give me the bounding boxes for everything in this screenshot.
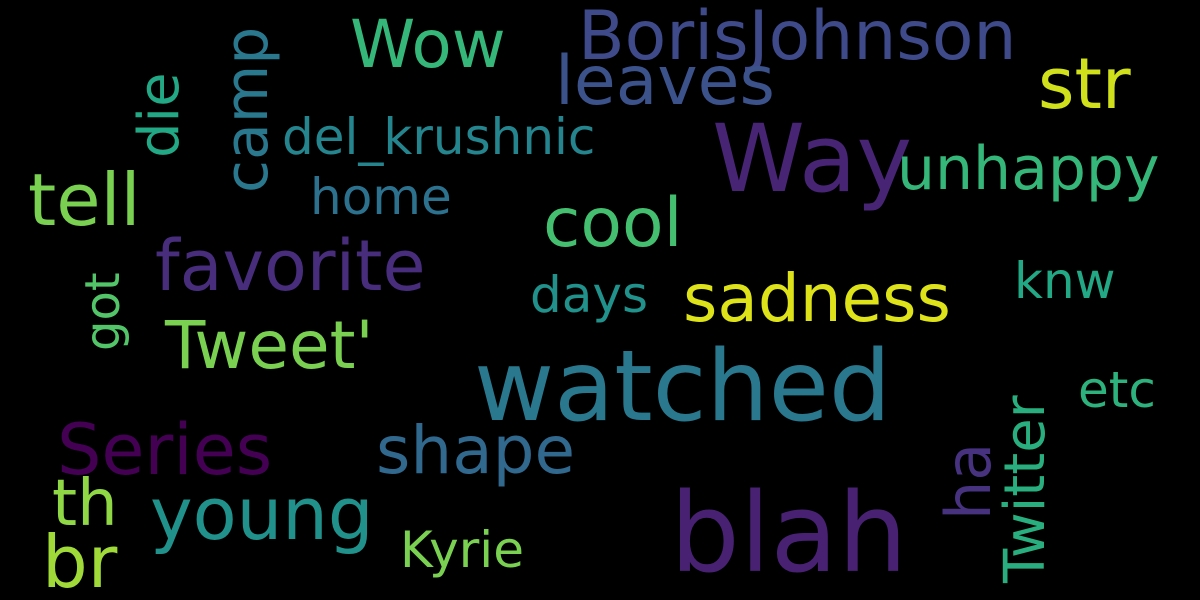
word-young: young: [150, 472, 374, 556]
word-blah: blah: [670, 469, 908, 597]
word-shape: shape: [376, 412, 576, 489]
word-camp: camp: [212, 26, 282, 193]
word-tweet: Tweet': [165, 307, 374, 384]
word-way: Way: [712, 105, 913, 214]
word-twitter: Twitter: [993, 395, 1058, 583]
word-series: Series: [57, 409, 273, 491]
word-str: str: [1038, 43, 1131, 125]
word-unhappy: unhappy: [897, 134, 1160, 204]
word-br: br: [42, 520, 118, 600]
word-favorite: favorite: [155, 225, 426, 307]
word-knw: knw: [1014, 252, 1116, 310]
word-days: days: [530, 266, 649, 324]
word-del-krushnic: del_krushnic: [282, 108, 596, 166]
word-cool: cool: [543, 184, 683, 263]
word-ha: ha: [932, 442, 1005, 520]
word-tell: tell: [28, 158, 141, 242]
word-borisjohnson: BorisJohnson: [578, 0, 1017, 76]
word-etc: etc: [1078, 361, 1156, 419]
word-leaves: leaves: [555, 42, 775, 121]
word-watched: watched: [474, 330, 892, 444]
word-die: die: [127, 72, 192, 158]
word-wow: Wow: [350, 6, 506, 83]
word-sadness: sadness: [683, 260, 951, 337]
word-kyrie: Kyrie: [400, 521, 524, 579]
word-th: th: [52, 467, 118, 541]
word-home: home: [310, 168, 452, 226]
word-got: got: [75, 272, 131, 351]
